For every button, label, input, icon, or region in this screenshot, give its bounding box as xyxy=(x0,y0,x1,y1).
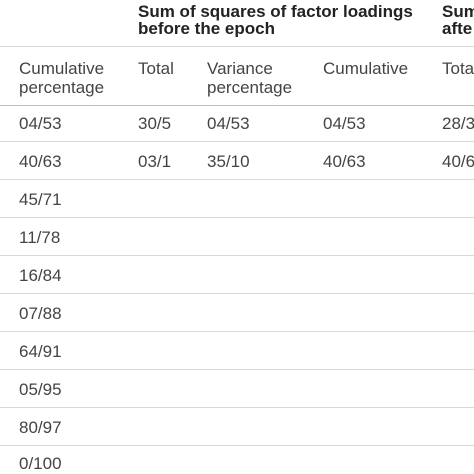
table-cell: 80/97 xyxy=(19,418,62,437)
group-header-line-1: Sum xyxy=(442,2,474,21)
column-header-line-1: Cumulative xyxy=(323,59,409,78)
row-divider xyxy=(0,141,474,142)
group-header-line-1: Sum of squares of factor loadings xyxy=(138,2,413,21)
table-cell: 45/71 xyxy=(19,190,62,209)
group-header-line-2: afte xyxy=(442,19,473,37)
row-divider xyxy=(0,293,474,294)
column-header-line-1: Total xyxy=(138,59,174,78)
table-cell: 04/53 xyxy=(207,114,250,133)
table-cell: 35/10 xyxy=(207,152,250,171)
table-cell: 05/95 xyxy=(19,380,62,399)
table-cell: 28/3 xyxy=(442,114,474,133)
header-bottom-divider xyxy=(0,105,474,106)
table-cell: 40/63 xyxy=(19,152,62,171)
table-cell: 64/91 xyxy=(19,342,62,361)
group-header-after-epoch: Sum afte xyxy=(442,0,474,37)
row-divider xyxy=(0,255,474,256)
row-divider xyxy=(0,369,474,370)
table-cell: 16/84 xyxy=(19,266,62,285)
column-header-total: Total xyxy=(138,59,174,78)
table-cell: 03/1 xyxy=(138,152,172,171)
row-divider xyxy=(0,179,474,180)
row-divider xyxy=(0,217,474,218)
row-divider xyxy=(0,445,474,446)
column-header-total-after: Total xyxy=(442,59,474,78)
column-header-variance-percentage: Variance percentage xyxy=(207,59,292,97)
row-divider xyxy=(0,331,474,332)
table-cell: 11/78 xyxy=(19,228,61,247)
table-cell: 40/6 xyxy=(442,152,474,171)
table-cell: 0/100 xyxy=(19,454,62,473)
header-top-divider xyxy=(0,46,474,47)
column-header-line-1: Total xyxy=(442,59,474,78)
column-header-cumulative-percentage: Cumulative percentage xyxy=(19,59,104,97)
column-header-cumulative: Cumulative xyxy=(323,59,408,78)
table-cell: 04/53 xyxy=(323,114,366,133)
row-divider xyxy=(0,407,474,408)
column-header-line-1: Variance xyxy=(207,59,273,78)
table-cell: 07/88 xyxy=(19,304,62,323)
column-header-line-2: percentage xyxy=(19,78,105,97)
column-header-line-2: percentage xyxy=(207,78,293,97)
table-cell: 30/5 xyxy=(138,114,172,133)
group-header-before-epoch: Sum of squares of factor loadings before… xyxy=(138,0,428,37)
column-header-line-1: Cumulative xyxy=(19,59,105,78)
table-cell: 40/63 xyxy=(323,152,366,171)
group-header-line-2: before the epoch xyxy=(138,19,275,37)
table-cell: 04/53 xyxy=(19,114,62,133)
